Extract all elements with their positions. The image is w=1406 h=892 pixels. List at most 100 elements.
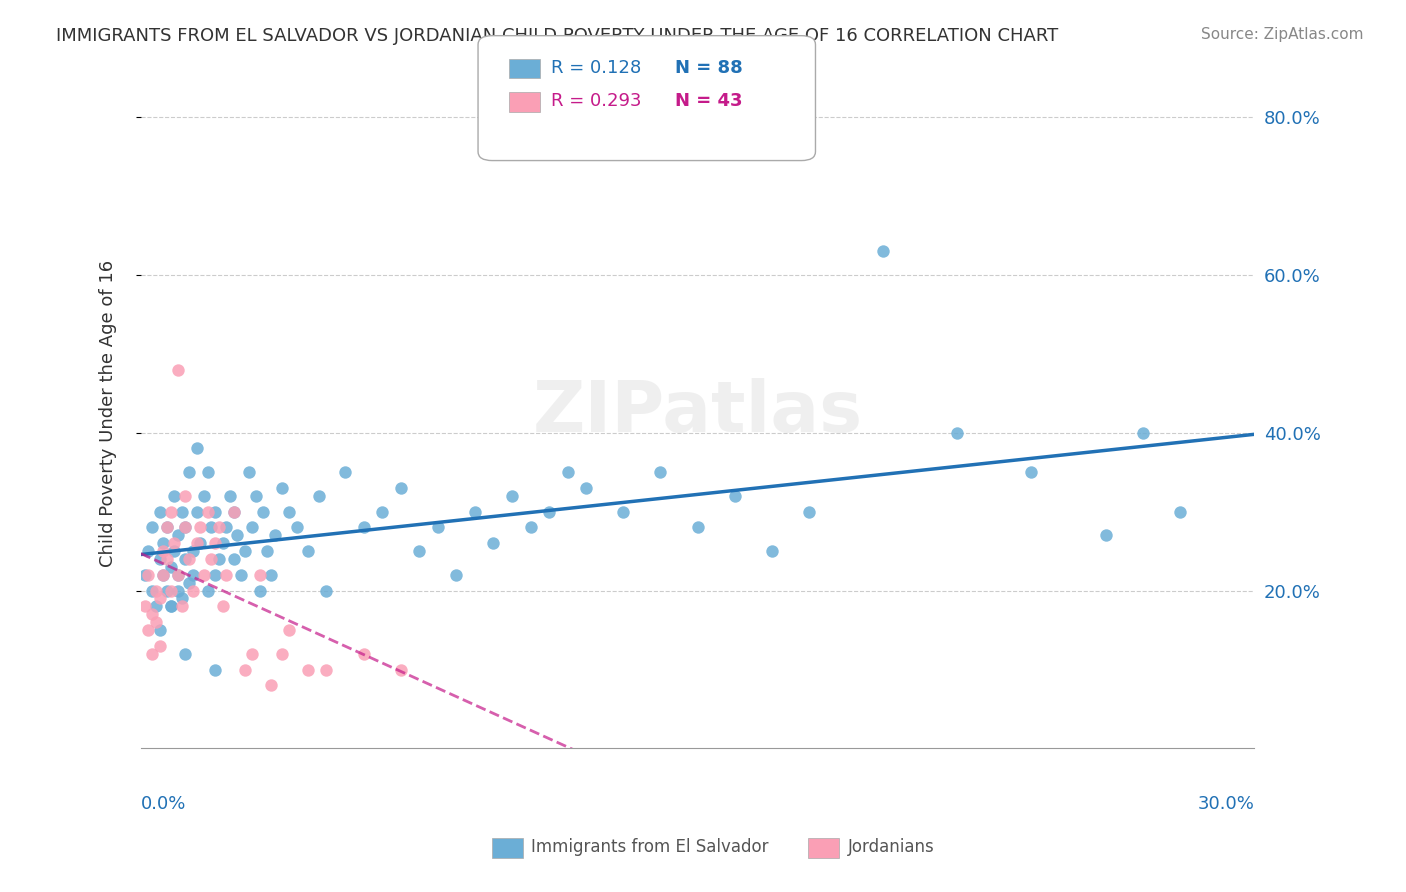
Point (179, 575, 201, 590)
Point (872, 244, 894, 259)
Point (170, 599, 193, 614)
Point (353, 647, 375, 661)
Point (761, 544, 783, 558)
Point (557, 465, 579, 479)
Point (193, 567, 215, 582)
Point (156, 520, 179, 534)
Point (1168, 505, 1191, 519)
Point (464, 505, 486, 519)
Point (148, 591, 170, 606)
Point (482, 536, 505, 550)
Text: Immigrants from El Salvador: Immigrants from El Salvador (531, 838, 769, 856)
Point (271, 481, 294, 495)
Text: N = 43: N = 43 (675, 92, 742, 110)
Point (446, 567, 468, 582)
Point (141, 647, 163, 661)
Point (278, 623, 301, 637)
Point (200, 552, 222, 566)
Point (389, 663, 412, 677)
Point (231, 567, 253, 582)
Point (156, 520, 179, 534)
Point (174, 489, 197, 503)
Point (222, 505, 245, 519)
Point (204, 536, 226, 550)
Point (222, 552, 245, 566)
Point (1132, 425, 1154, 440)
Point (170, 505, 193, 519)
Point (197, 465, 219, 479)
Point (167, 528, 190, 542)
Point (200, 520, 222, 534)
Point (145, 615, 167, 629)
Text: R = 0.293: R = 0.293 (551, 92, 641, 110)
Point (186, 505, 208, 519)
Point (148, 552, 170, 566)
Point (249, 583, 271, 598)
Point (222, 505, 245, 519)
Point (371, 505, 394, 519)
Point (238, 465, 260, 479)
Point (174, 647, 197, 661)
Text: IMMIGRANTS FROM EL SALVADOR VS JORDANIAN CHILD POVERTY UNDER THE AGE OF 16 CORRE: IMMIGRANTS FROM EL SALVADOR VS JORDANIAN… (56, 27, 1059, 45)
Point (159, 560, 181, 574)
Text: N = 88: N = 88 (675, 59, 742, 77)
Point (138, 544, 160, 558)
Point (188, 520, 211, 534)
Point (145, 599, 167, 614)
Point (204, 505, 226, 519)
Point (260, 678, 283, 692)
Point (215, 520, 238, 534)
Point (208, 520, 231, 534)
Point (181, 567, 204, 582)
Point (946, 425, 969, 440)
Point (186, 536, 208, 550)
Text: ZIPatlas: ZIPatlas (533, 378, 863, 448)
Point (575, 481, 598, 495)
Point (181, 583, 204, 598)
Point (163, 544, 186, 558)
Text: R = 0.128: R = 0.128 (551, 59, 641, 77)
Point (501, 489, 523, 503)
Point (181, 544, 204, 558)
Point (219, 489, 242, 503)
Point (249, 567, 271, 582)
Point (179, 465, 201, 479)
Point (159, 599, 181, 614)
Point (186, 442, 208, 456)
Point (211, 536, 233, 550)
Point (260, 567, 283, 582)
Point (193, 489, 215, 503)
Point (285, 520, 308, 534)
Point (204, 567, 226, 582)
Point (197, 583, 219, 598)
Point (138, 623, 160, 637)
Point (1021, 465, 1043, 479)
Point (167, 567, 190, 582)
Point (145, 583, 167, 598)
Point (724, 489, 747, 503)
Point (650, 465, 672, 479)
Point (263, 528, 285, 542)
Point (389, 481, 412, 495)
Point (156, 583, 179, 598)
Point (519, 520, 541, 534)
Point (163, 536, 186, 550)
Point (152, 536, 174, 550)
Point (797, 505, 820, 519)
Point (211, 599, 233, 614)
Point (333, 465, 356, 479)
Point (240, 520, 263, 534)
Point (152, 567, 174, 582)
Point (204, 663, 226, 677)
Point (297, 544, 319, 558)
Point (174, 520, 197, 534)
Point (240, 647, 263, 661)
Point (152, 544, 174, 558)
Point (245, 489, 267, 503)
Point (315, 663, 337, 677)
Point (612, 505, 634, 519)
Point (141, 520, 163, 534)
Y-axis label: Child Poverty Under the Age of 16: Child Poverty Under the Age of 16 (100, 260, 117, 566)
Point (134, 567, 156, 582)
Point (308, 489, 330, 503)
